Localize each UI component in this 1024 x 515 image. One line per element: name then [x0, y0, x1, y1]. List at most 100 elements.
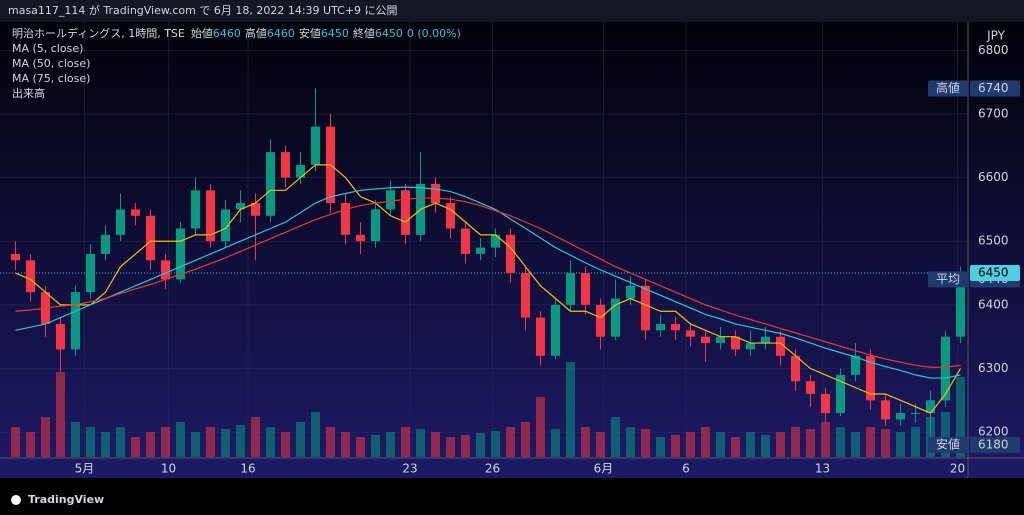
candle-body [911, 413, 920, 415]
x-tick-label: 6月 [594, 462, 614, 476]
volume-bar [581, 427, 590, 457]
volume-bar [86, 427, 95, 457]
ohlc-value: 6450 [375, 27, 403, 40]
volume-bar [626, 427, 635, 457]
volume-bar [401, 427, 410, 457]
candle-body [56, 323, 65, 350]
volume-bar [26, 432, 35, 457]
candle-body [236, 203, 245, 210]
candle-body [806, 381, 815, 394]
candle-body [116, 209, 125, 235]
volume-bar [131, 437, 140, 457]
volume-bar [731, 437, 740, 457]
candle-body [71, 292, 80, 350]
volume-bar [956, 377, 965, 457]
volume-bar [521, 422, 530, 457]
candle-body [761, 336, 770, 344]
volume-bar [251, 417, 260, 457]
footer: TradingView [28, 493, 104, 506]
candle-body [386, 190, 395, 210]
candle-body [446, 203, 455, 229]
change: 0 (0.00%) [407, 27, 461, 40]
price-label-value: 6180 [978, 437, 1009, 451]
volume-bar [281, 432, 290, 457]
candle-body [896, 413, 905, 420]
legend-entry: 出来高 [12, 86, 45, 100]
candle-body [581, 273, 590, 305]
volume-bar [191, 432, 200, 457]
ohlc-label: 安値 [299, 26, 321, 40]
candle-body [821, 393, 830, 414]
candle-body [476, 247, 485, 254]
candle-body [251, 203, 260, 216]
price-label-name: 平均 [936, 272, 960, 286]
x-tick-label: 20 [950, 462, 965, 476]
volume-bar [431, 432, 440, 457]
candle-body [86, 253, 95, 293]
candle-body [266, 152, 275, 216]
volume-bar [701, 427, 710, 457]
candle-body [956, 273, 965, 337]
volume-bar [791, 427, 800, 457]
candle-body [341, 203, 350, 235]
candle-body [296, 164, 305, 178]
candle-body [671, 323, 680, 331]
legend-entry: MA (50, close) [12, 57, 90, 70]
volume-bar [896, 432, 905, 457]
y-tick-label: 6600 [978, 170, 1009, 184]
ma-line [15, 197, 961, 368]
candle-body [836, 374, 845, 414]
volume-bar [536, 397, 545, 457]
candle-body [746, 343, 755, 350]
candle-body [866, 355, 875, 401]
price-label-box [928, 436, 968, 453]
candle-body [461, 228, 470, 254]
ohlc-value: 6460 [213, 27, 241, 40]
legend-entry: MA (5, close) [12, 42, 83, 55]
last-price-box [970, 265, 1020, 282]
volume-bar [551, 429, 560, 457]
candle-body [641, 285, 650, 331]
y-tick-label: 6700 [978, 106, 1009, 120]
volume-bar [566, 362, 575, 457]
volume-bar [221, 429, 230, 457]
volume-bar [236, 425, 245, 457]
price-label-value-box [970, 80, 1020, 97]
volume-bar [656, 437, 665, 457]
volume-bar [371, 435, 380, 457]
candle-body [281, 152, 290, 178]
ohlc-value: 6460 [267, 27, 295, 40]
candle-body [596, 304, 605, 337]
header-bar [0, 0, 1024, 22]
price-label-box [928, 271, 968, 288]
price-label-name: 高値 [936, 80, 960, 95]
volume-bar [866, 427, 875, 457]
x-tick-label: 5月 [75, 462, 95, 476]
x-tick-label: 10 [161, 462, 176, 476]
volume-bar [821, 422, 830, 457]
candle-body [551, 304, 560, 356]
volume-bar [596, 432, 605, 457]
volume-bar [296, 422, 305, 457]
candle-body [206, 190, 215, 242]
x-tick-label: 6 [682, 462, 690, 476]
volume-bar [416, 429, 425, 457]
volume-bar [146, 432, 155, 457]
price-label-name: 安値 [936, 436, 960, 451]
header: masa117_114 が TradingView.com で 6月 18, 2… [8, 3, 398, 17]
candle-body [941, 336, 950, 401]
volume-bar [836, 427, 845, 457]
volume-bar [941, 412, 950, 457]
candle-body [881, 400, 890, 420]
volume-bar [686, 432, 695, 457]
logo-icon [11, 495, 21, 505]
volume-bar [761, 435, 770, 457]
volume-bar [206, 427, 215, 457]
volume-bar [611, 417, 620, 457]
volume-bar [326, 427, 335, 457]
volume-bar [461, 435, 470, 457]
volume-bar [161, 427, 170, 457]
candle-body [401, 190, 410, 235]
x-tick-label: 16 [240, 462, 255, 476]
candle-body [311, 126, 320, 165]
